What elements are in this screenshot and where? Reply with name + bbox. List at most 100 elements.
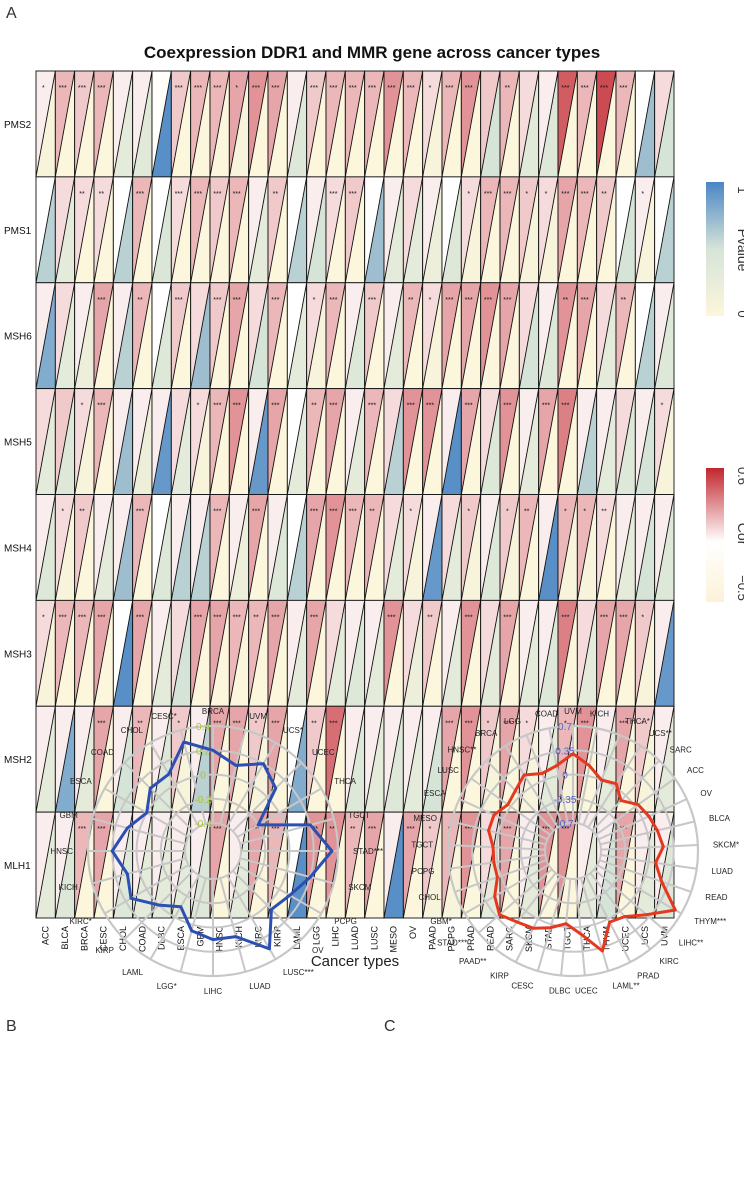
heatmap-cell-diagonal [518,282,540,389]
heatmap-significance-mark: *** [194,614,202,621]
heatmap-cell-diagonal [499,600,520,707]
heatmap-cell-diagonal [228,176,250,283]
heatmap-significance-mark: *** [97,720,105,727]
radar-category-label: UCEC [575,986,598,995]
heatmap-significance-mark: *** [503,614,511,621]
heatmap-cell-diagonal [209,176,230,283]
heatmap-cell-diagonal [615,812,636,919]
heatmap-cancer-label: BLCA [60,926,70,950]
radar-data-point [256,823,260,827]
heatmap-cell-diagonal [441,388,462,495]
heatmap-significance-mark: *** [213,720,221,727]
radar-data-point [496,875,499,879]
heatmap-cell-diagonal [596,282,617,389]
radar-category-label: PRAD [637,971,659,980]
heatmap-cell-diagonal [499,282,520,389]
heatmap-cell-diagonal [634,176,656,283]
heatmap-cell-diagonal [557,70,578,177]
heatmap-cancer-label: LGG [311,926,321,945]
heatmap-cancer-label: PAAD [427,926,437,950]
heatmap-significance-mark: *** [252,826,260,833]
heatmap-cell-diagonal [209,282,230,389]
heatmap-significance-mark: *** [59,85,67,92]
heatmap-significance-mark: *** [368,297,376,304]
radar-data-point [608,920,612,924]
heatmap-significance-mark: ** [99,191,105,198]
heatmap-cell-diagonal [615,388,636,495]
heatmap-significance-mark: *** [78,85,86,92]
heatmap-significance-mark: *** [136,509,144,516]
heatmap-significance-mark: *** [175,191,183,198]
radar-tick-label: -0.7 [556,819,574,830]
heatmap-significance-mark: *** [329,720,337,727]
heatmap-cell-diagonal [93,70,114,177]
heatmap-significance-mark: * [42,85,45,92]
heatmap-cell-diagonal [74,494,95,601]
heatmap-cell-diagonal [35,388,56,495]
heatmap-cell-diagonal [74,70,95,177]
heatmap-significance-mark: *** [136,614,144,621]
heatmap-cell-diagonal [518,388,540,495]
pvalue-legend-max: 1 [735,186,744,193]
heatmap-cell-diagonal [248,706,269,813]
heatmap-cell-diagonal [54,176,76,283]
radar-data-point [190,929,194,933]
radar-spoke [458,798,548,841]
radar-data-point [600,778,603,782]
heatmap-cell-diagonal [383,706,404,813]
heatmap-cell-diagonal [228,706,250,813]
heatmap-cell-diagonal [248,600,269,707]
heatmap-significance-mark: *** [581,85,589,92]
heatmap-significance-mark: *** [310,85,318,92]
heatmap-significance-mark: *** [329,191,337,198]
heatmap-cell-diagonal [248,812,269,919]
heatmap-significance-mark: ** [563,297,569,304]
heatmap-significance-mark: *** [252,509,260,516]
heatmap-cell-diagonal [518,494,540,601]
radar-spoke [589,872,652,950]
heatmap-significance-mark: *** [233,297,241,304]
heatmap-significance-mark: *** [407,85,415,92]
radar-tick-label: 0 [200,771,206,782]
heatmap-cancer-label: TGCT [563,926,573,951]
heatmap-significance-mark: *** [561,191,569,198]
heatmap-cell-diagonal [441,706,462,813]
heatmap-significance-mark: *** [561,403,569,410]
radar-data-point [125,826,129,830]
cor-legend: 0.6 −0.5 Cor [706,467,744,602]
radar-spoke [525,734,564,826]
heatmap-significance-mark: *** [387,85,395,92]
heatmap-significance-mark: *** [97,297,105,304]
heatmap-cell-diagonal [151,176,172,283]
heatmap-significance-mark: ** [601,191,607,198]
cor-legend-title: Cor [735,523,744,546]
heatmap-cell-diagonal [228,494,250,601]
heatmap-cell-diagonal [35,282,56,389]
radar-spoke [598,798,688,841]
radar-data-point [234,763,238,767]
heatmap-cell-diagonal [35,600,56,707]
heatmap-significance-mark: * [313,297,316,304]
heatmap-cell-diagonal [151,282,172,389]
radar-category-label: STAD*** [353,847,383,856]
heatmap-cell-diagonal [615,176,636,283]
heatmap-significance-mark: *** [310,509,318,516]
heatmap-cell-diagonal [151,494,172,601]
heatmap-cell-diagonal [654,600,675,707]
heatmap-cell-diagonal [460,388,482,495]
heatmap-significance-mark: *** [271,403,279,410]
heatmap-significance-mark: *** [271,826,279,833]
heatmap-gene-label: MSH4 [4,543,32,554]
heatmap-cell-diagonal [248,70,269,177]
heatmap-significance-mark: * [429,297,432,304]
heatmap-cell-diagonal [422,176,443,283]
heatmap-cell-diagonal [228,282,250,389]
heatmap-significance-mark: *** [329,509,337,516]
heatmap-cell-diagonal [615,600,636,707]
heatmap-cell-diagonal [364,812,385,919]
radar-data-point [491,845,495,849]
heatmap-cell-diagonal [499,706,520,813]
heatmap-significance-mark: * [525,191,528,198]
heatmap-cell-diagonal [344,600,366,707]
